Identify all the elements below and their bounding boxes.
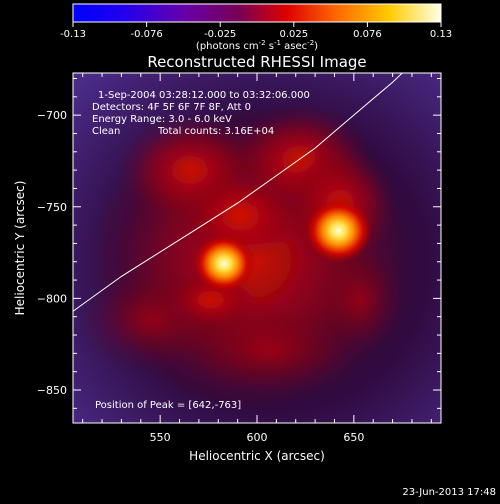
- x-tick-label: 600: [247, 431, 268, 444]
- colorbar-ticks: -0.13 -0.076 -0.025 0.025 0.076 0.13: [60, 22, 452, 40]
- x-axis-label: Heliocentric X (arcsec): [189, 449, 325, 463]
- y-tick-label: −800: [37, 292, 67, 305]
- solar-limb-curve: [73, 73, 403, 312]
- source-peak: [304, 198, 373, 263]
- heatmap-image: [73, 73, 441, 423]
- source-layer: [192, 198, 373, 294]
- annotation-peak: Position of Peak = [642,-763]: [95, 400, 241, 411]
- chart-title: Reconstructed RHESSI Image: [147, 53, 366, 71]
- colorbar-scale: [72, 3, 442, 23]
- y-tick-label: −750: [37, 201, 67, 214]
- annotation-time: 1-Sep-2004 03:28:12.000 to 03:32:06.000: [98, 90, 310, 101]
- y-axis-label: Heliocentric Y (arcsec): [13, 181, 27, 316]
- x-tick-label: 650: [343, 431, 364, 444]
- axis-ticks: 550 600 650 −700 −750 −800 −850: [37, 73, 441, 444]
- annotation-method: Clean: [92, 126, 120, 137]
- colorbar-tick-label: 0.025: [279, 29, 308, 40]
- x-tick-label: 550: [150, 431, 171, 444]
- annotation-detectors: Detectors: 4F 5F 6F 7F 8F, Att 0: [92, 102, 251, 113]
- colorbar-tick-label: 0.076: [353, 29, 382, 40]
- y-tick-label: −700: [37, 109, 67, 122]
- annotation-counts: Total counts: 3.16E+04: [157, 126, 274, 137]
- y-tick-label: −850: [37, 384, 67, 397]
- colorbar-tick-label: -0.13: [60, 29, 86, 40]
- colorbar-tick-label: -0.025: [204, 29, 236, 40]
- annotation-energy: Energy Range: 3.0 - 6.0 keV: [92, 114, 232, 125]
- source-peak: [192, 233, 256, 294]
- colorbar-tick-label: -0.076: [130, 29, 162, 40]
- footer-date: 23-Jun-2013 17:48: [402, 487, 496, 498]
- colorbar-tick-label: 0.13: [430, 29, 452, 40]
- colorbar-units: (photons cm-2 s-1 asec-2): [196, 39, 318, 52]
